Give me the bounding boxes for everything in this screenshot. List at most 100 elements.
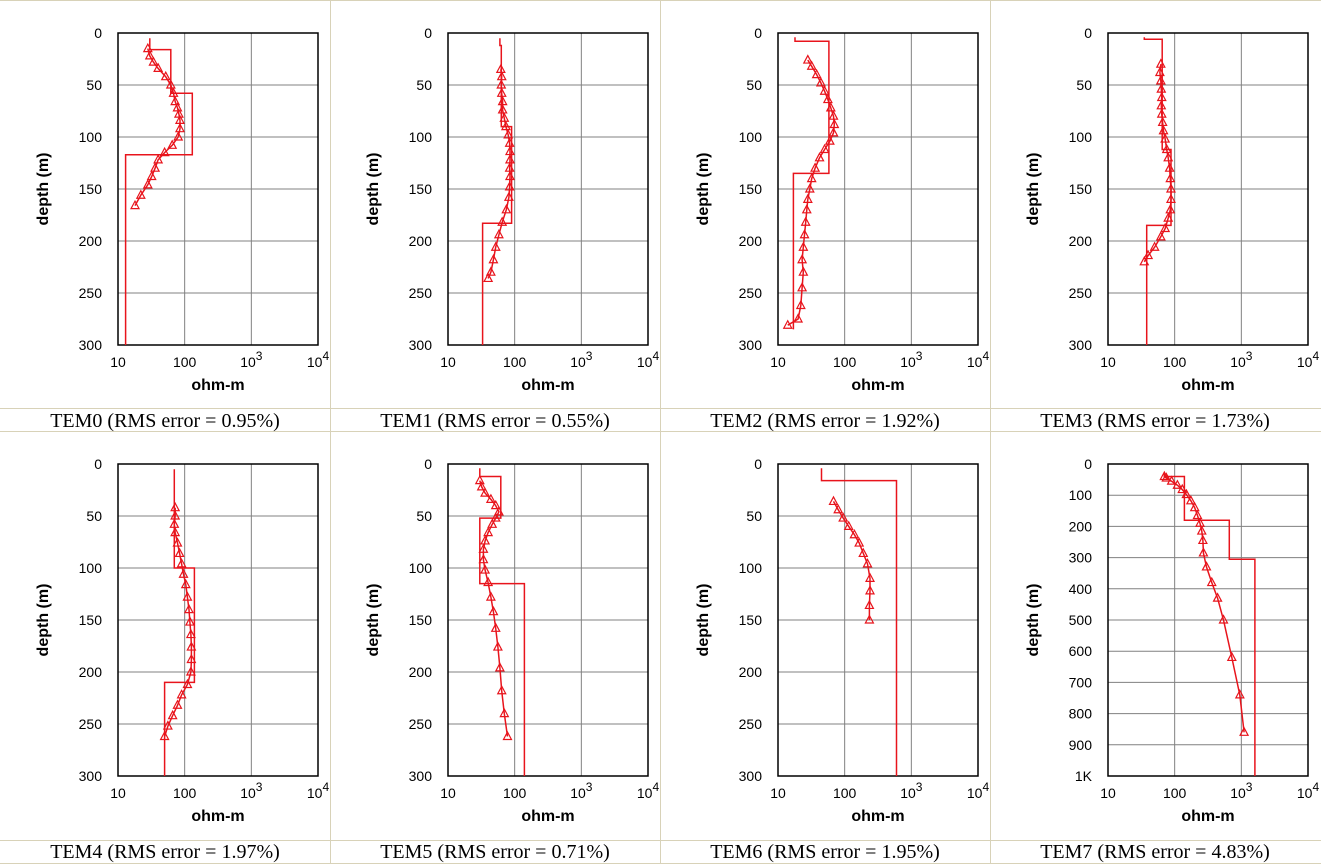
y-tick-label: 0 (1084, 456, 1092, 472)
data-point (500, 120, 511, 131)
data-point (829, 118, 840, 129)
data-point (135, 189, 146, 199)
y-tick-label: 50 (86, 77, 102, 93)
y-tick-label: 150 (739, 181, 763, 197)
data-point (504, 154, 515, 164)
data-point (488, 605, 499, 616)
data-point (142, 42, 153, 53)
y-tick-label: 200 (409, 233, 433, 249)
x-axis-title: ohm-m (191, 808, 244, 825)
model-line (481, 38, 513, 345)
data-point (168, 87, 179, 97)
y-axis-title: depth (m) (35, 584, 52, 657)
y-axis-title: depth (m) (365, 153, 382, 226)
data-point (1165, 204, 1176, 214)
data-point (497, 216, 508, 226)
x-tick-label: 10 (110, 354, 126, 370)
data-point (814, 152, 825, 162)
x-tick-label: 104 (967, 349, 990, 370)
data-point (504, 162, 515, 172)
data-point (174, 122, 185, 133)
x-tick-label: 100 (503, 785, 527, 801)
chart-svg: 0 50 100 150 200 250 300 10 100 103 104 ohm-m depth … (695, 25, 990, 394)
y-tick-label: 500 (1069, 612, 1093, 628)
chart-panel: 0 50 100 150 200 250 300 10 100 103 104 ohm-m depth … (660, 431, 990, 863)
cell-divider (660, 0, 661, 864)
data-point (165, 79, 176, 89)
data-line (1143, 64, 1172, 263)
data-point (493, 506, 504, 516)
x-tick-label: 100 (833, 354, 857, 370)
y-tick-label: 900 (1069, 737, 1093, 753)
plot-frame (777, 32, 979, 346)
data-point (828, 495, 839, 506)
model-line (124, 38, 194, 345)
chart-svg: 0 50 100 150 200 250 300 10 100 103 104 ohm-m depth … (695, 456, 989, 825)
data-point (798, 266, 809, 276)
data-point (480, 487, 491, 497)
panel-caption: TEM4 (RMS error = 1.97%) (50, 841, 280, 863)
data-point (1155, 58, 1166, 68)
data-point (474, 474, 485, 485)
data-point (822, 93, 833, 104)
chart-panel: 0 50 100 150 200 250 300 10 100 103 104 ohm-m depth … (660, 0, 990, 432)
data-line (487, 69, 511, 279)
data-point (492, 641, 503, 651)
data-point (148, 56, 159, 66)
y-tick-label: 200 (739, 664, 763, 680)
data-point (1160, 222, 1171, 233)
data-point (1163, 152, 1174, 162)
plot-frame (1107, 32, 1309, 346)
y-tick-label: 300 (409, 337, 433, 353)
data-point (811, 68, 822, 79)
data-point (146, 170, 157, 181)
data-point (782, 319, 793, 329)
x-tick-label: 103 (570, 349, 593, 370)
data-point (485, 266, 496, 276)
panel-caption: TEM3 (RMS error = 1.73%) (1040, 410, 1270, 432)
y-tick-label: 200 (409, 664, 433, 680)
data-point (806, 60, 817, 70)
data-point (1239, 726, 1250, 736)
data-point (504, 137, 515, 147)
data-point (169, 518, 180, 528)
data-point (490, 241, 501, 251)
data-point (172, 699, 183, 709)
y-tick-label: 0 (94, 456, 102, 472)
data-point (1201, 561, 1212, 571)
data-point (810, 162, 821, 172)
data-point (170, 526, 181, 537)
y-tick-label: 100 (79, 560, 103, 576)
plot-frame (447, 463, 649, 777)
data-point (864, 599, 875, 610)
y-tick-label: 200 (1069, 518, 1093, 534)
data-point (490, 512, 501, 522)
data-point (178, 568, 189, 578)
y-tick-label: 0 (94, 25, 102, 41)
panel-caption: TEM0 (RMS error = 0.95%) (50, 410, 280, 432)
y-tick-label: 0 (424, 456, 432, 472)
data-point (182, 591, 193, 601)
data-point (130, 199, 141, 210)
x-tick-label: 103 (1230, 349, 1253, 370)
data-point (1165, 172, 1176, 183)
data-point (488, 253, 499, 264)
panel-caption: TEM5 (RMS error = 0.71%) (380, 841, 610, 863)
panel-caption: TEM1 (RMS error = 0.55%) (380, 410, 610, 432)
y-axis-title: depth (m) (695, 584, 712, 657)
y-tick-label: 50 (416, 77, 432, 93)
x-tick-label: 10 (1100, 785, 1116, 801)
data-point (490, 622, 501, 632)
x-tick-label: 10 (1100, 354, 1116, 370)
data-point (167, 709, 178, 720)
chart-svg: 0 50 100 150 200 250 300 10 100 103 104 ohm-m depth … (365, 25, 659, 394)
data-point (1158, 124, 1169, 135)
data-point (1166, 475, 1177, 485)
data-point (854, 537, 865, 547)
x-tick-label: 100 (173, 785, 197, 801)
data-point (1155, 75, 1166, 85)
y-tick-label: 300 (79, 768, 103, 784)
y-tick-label: 150 (1069, 181, 1093, 197)
x-tick-label: 100 (173, 354, 197, 370)
